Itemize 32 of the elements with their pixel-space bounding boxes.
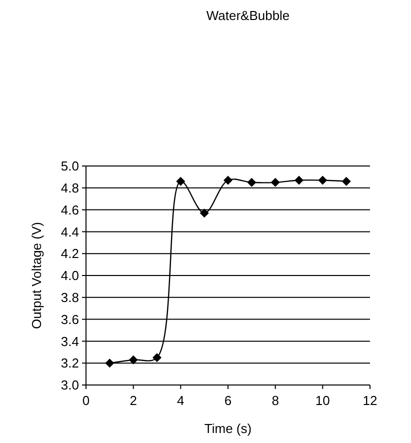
- point: [247, 178, 256, 187]
- y-axis-title: Output Voltage (V): [29, 222, 44, 329]
- chart-title: Water&Bubble: [206, 8, 290, 23]
- x-tick-label: 12: [362, 393, 378, 408]
- point: [318, 176, 328, 185]
- y-tick-label: 3.0: [60, 378, 79, 393]
- x-tick-label: 8: [272, 393, 279, 408]
- x-tick-label: 10: [315, 393, 330, 408]
- y-tick-label: 4.6: [60, 202, 79, 218]
- point: [270, 178, 280, 187]
- point: [342, 176, 351, 186]
- y-tick-label: 4.8: [60, 180, 79, 196]
- point: [128, 355, 138, 364]
- x-axis-title: Time (s): [204, 421, 252, 436]
- y-tick-label: 4.2: [60, 246, 79, 262]
- x-tick-label: 6: [224, 393, 232, 408]
- x-tick-label: 0: [82, 393, 90, 408]
- y-tick-label: 5.0: [60, 158, 79, 174]
- point: [200, 208, 209, 218]
- y-tick-label: 3.6: [60, 312, 79, 327]
- point: [294, 176, 304, 185]
- y-tick-label: 3.2: [60, 356, 79, 371]
- y-tick-label: 3.4: [60, 334, 79, 349]
- point: [176, 176, 186, 186]
- y-tick-label: 4.0: [60, 268, 79, 284]
- x-tick-label: 2: [130, 393, 137, 408]
- y-tick-label: 3.8: [60, 290, 79, 305]
- y-tick-label: 4.4: [60, 224, 79, 240]
- point: [224, 176, 232, 185]
- x-tick-label: 4: [177, 393, 184, 408]
- point: [152, 353, 162, 362]
- point: [105, 358, 114, 368]
